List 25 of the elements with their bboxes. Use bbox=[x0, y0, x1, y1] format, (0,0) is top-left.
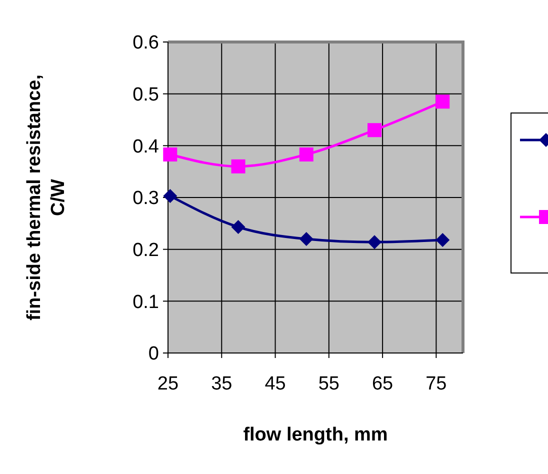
x-tick-label: 65 bbox=[372, 374, 394, 395]
point bbox=[436, 94, 450, 109]
y-axis-title: fin-side thermal resistance, C/W bbox=[24, 74, 69, 321]
point bbox=[163, 188, 178, 203]
x-tick-label: 75 bbox=[426, 374, 447, 395]
y-tick-label: 0.3 bbox=[132, 188, 159, 210]
point bbox=[231, 159, 246, 174]
y-tick-label: 0.5 bbox=[132, 84, 159, 106]
x-axis-title: flow length, mm bbox=[243, 424, 388, 446]
point bbox=[299, 147, 314, 162]
point bbox=[299, 232, 314, 246]
point bbox=[368, 235, 382, 250]
x-tick-label: 25 bbox=[157, 374, 179, 395]
y-tick-label: 0 bbox=[148, 344, 159, 365]
y-tick-label: 0.6 bbox=[132, 32, 159, 54]
point bbox=[231, 220, 246, 234]
point bbox=[368, 123, 382, 138]
y-tick-label: 0.2 bbox=[132, 240, 159, 261]
x-tick-label: 55 bbox=[318, 374, 340, 395]
point bbox=[163, 147, 178, 162]
y-tick-label: 0.4 bbox=[132, 136, 160, 158]
y-tick-label: 0.1 bbox=[132, 292, 159, 313]
x-tick-label: 35 bbox=[211, 374, 232, 395]
x-tick-label: 45 bbox=[264, 374, 286, 395]
point bbox=[436, 233, 450, 248]
